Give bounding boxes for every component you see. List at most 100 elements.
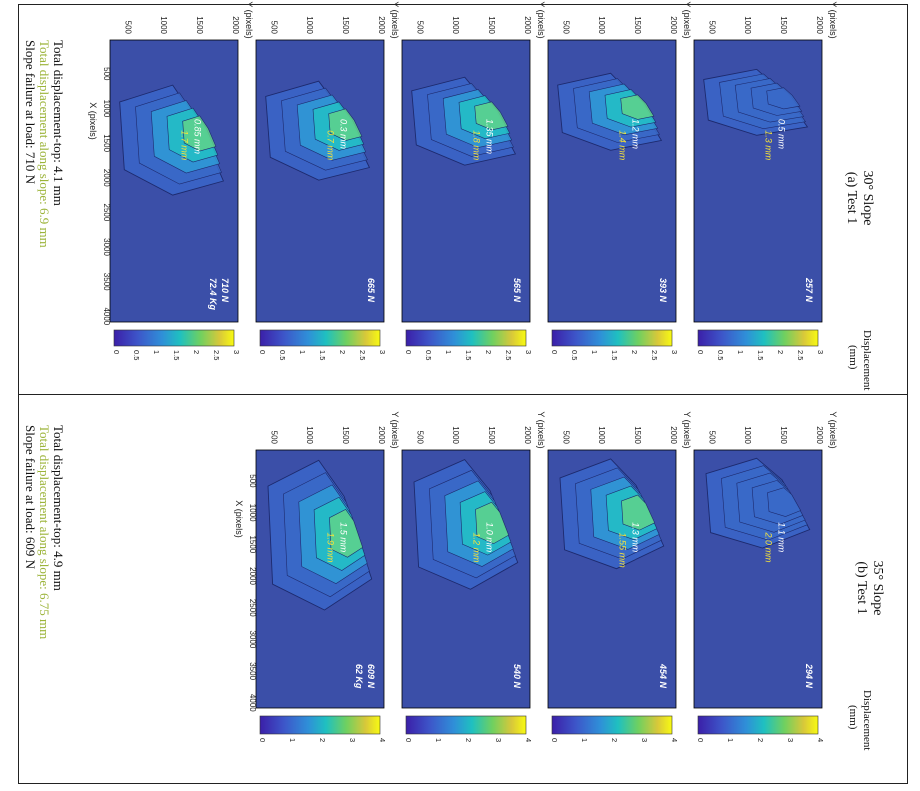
x-tick-label: 500 [102,67,111,81]
y-axis: 500 1000 1500 2000 Y (pixels) [415,411,546,448]
displacement-label-slope: 0.7 mm [326,130,336,161]
colorbar-tick-label: 1 [152,350,161,354]
colorbar-tick-label: 0 [696,738,705,742]
colorbar-tick-label: 1 [736,350,745,354]
panel-a-colorbar-title-1: Displacement [861,330,873,390]
y-tick-label: 2000 [523,16,532,34]
y-axis: 500 1000 1500 2000 Y (pixels) [415,1,546,38]
y-axis: 500 1000 1500 2000 Y (pixels) [561,411,692,448]
colorbar-tick-label: 2.5 [212,350,221,360]
colorbar-tick-label: 3 [494,738,503,742]
displacement-frame: 1.0 mm1.2 mm 540 N 500 1000 1500 2000 Y (pixel… [401,411,546,742]
colorbar-gradient [113,329,235,347]
contour-band [621,494,656,531]
colorbar-tick-label: 2 [464,738,473,742]
x-axis: 500 1000 1500 2000 2500 3000 3500 4000 X (pixels… [234,474,257,712]
y-tick-label: 2000 [815,16,824,34]
panel-b-test-label: (b) Test 1 [854,561,869,614]
colorbar-tick-label: 2 [484,350,493,354]
y-axis-label: Y (pixels) [536,1,546,38]
x-tick-label: 1000 [248,504,257,522]
y-tick-label: 1500 [341,16,350,34]
colorbar-tick-label: 1 [288,738,297,742]
y-tick-label: 1500 [633,16,642,34]
y-axis: 500 1000 1500 2000 Y (pixels) [269,411,400,448]
colorbar-tick-label: 3 [670,350,679,354]
panel-a-summary-top: Total displacement-top: 4.1 mm [51,40,66,206]
panel-divider [18,394,908,395]
colorbar: 0 1 2 3 4 [258,715,387,742]
colorbar-gradient [259,715,381,735]
x-tick-label: 2000 [102,169,111,187]
colorbar: 0 0.5 1 1.5 2 2.5 3 [696,329,825,360]
colorbar-tick-label: 2 [756,738,765,742]
displacement-frame: 1.5 mm1.9 mm 609 N62 Kg 500 1000 1500 2000 Y (… [255,411,400,742]
panel-a-slope-title: 30° Slope [860,171,875,226]
panel-b-summary-top: Total displacement-top: 4.9 mm [51,425,66,591]
x-tick-label: 4000 [248,694,257,712]
colorbar-tick-label: 2 [338,350,347,354]
displacement-label-slope: 1.3 mm [764,130,774,161]
colorbar-gradient [405,715,527,735]
x-axis: 500 1000 1500 2000 2500 3000 3500 4000 X (pixels… [88,67,111,326]
colorbar-tick-label: 0 [404,350,413,354]
displacement-label-slope: 1.8 mm [472,130,482,161]
load-label: 565 N [512,278,522,303]
load-label: 393 N [658,278,668,303]
displacement-label-slope: 2.0 mm [764,532,774,564]
x-tick-label: 3000 [102,238,111,256]
colorbar-tick-label: 0 [550,738,559,742]
panel-a-summary: Total displacement-top: 4.1 mm Total dis… [23,40,66,248]
y-tick-label: 2000 [377,16,386,34]
colorbar-tick-label: 0 [258,738,267,742]
panel-a-summary-along: Total displacement along slope: 6.9 mm [37,40,52,248]
y-tick-label: 2000 [231,16,240,34]
x-tick-label: 2500 [102,204,111,222]
y-axis-label: Y (pixels) [828,1,838,38]
colorbar-tick-label: 0 [112,350,121,354]
y-tick-label: 500 [561,21,570,35]
colorbar-tick-label: 0 [258,350,267,354]
y-tick-label: 1500 [779,16,788,34]
colorbar: 0 1 2 3 4 [550,715,679,742]
colorbar-tick-label: 1 [590,350,599,354]
colorbar-tick-label: 3 [348,738,357,742]
panel-b: 35° Slope (b) Test 1 Displacement (mm) 1… [23,411,885,750]
displacement-label-top: 0.85 mm [192,119,202,155]
y-axis: 500 1000 1500 2000 Y (pixels) [269,1,400,38]
x-tick-label: 2500 [248,599,257,617]
colorbar-gradient [551,715,673,735]
y-tick-label: 1000 [451,16,460,34]
mass-label: 72.4 Kg [208,278,218,311]
contour-band [328,108,363,141]
colorbar-tick-label: 3 [786,738,795,742]
colorbar-tick-label: 3 [378,350,387,354]
y-axis-label: Y (pixels) [390,1,400,38]
colorbar-tick-label: 3 [232,350,241,354]
colorbar: 0 0.5 1 1.5 2 2.5 3 [550,329,679,360]
contour-band [182,115,217,152]
y-tick-label: 1000 [305,426,314,444]
y-axis: 500 1000 1500 2000 Y (pixels) [123,1,254,38]
colorbar-tick-label: 0.5 [278,350,287,360]
x-tick-label: 1500 [248,535,257,553]
panel-b-summary-failure: Slope failure at load: 609 N [23,425,38,570]
y-axis-label: Y (pixels) [828,411,838,448]
contour-band [620,94,655,120]
load-label: 454 N [658,663,668,689]
y-tick-label: 1000 [743,16,752,34]
y-tick-label: 500 [269,21,278,35]
panel-a-summary-failure: Slope failure at load: 710 N [23,40,38,185]
x-tick-label: 2000 [248,567,257,585]
displacement-label-top: 1.3 mm [630,522,640,553]
colorbar-tick-label: 2 [192,350,201,354]
x-tick-label: 500 [248,474,257,488]
displacement-label-top: 1.2 mm [630,119,640,150]
y-axis-label: Y (pixels) [390,411,400,448]
load-label: 257 N [804,277,814,303]
colorbar-tick-label: 1 [298,350,307,354]
colorbar-gradient [551,329,673,347]
y-tick-label: 500 [561,431,570,445]
colorbar-tick-label: 3 [524,350,533,354]
